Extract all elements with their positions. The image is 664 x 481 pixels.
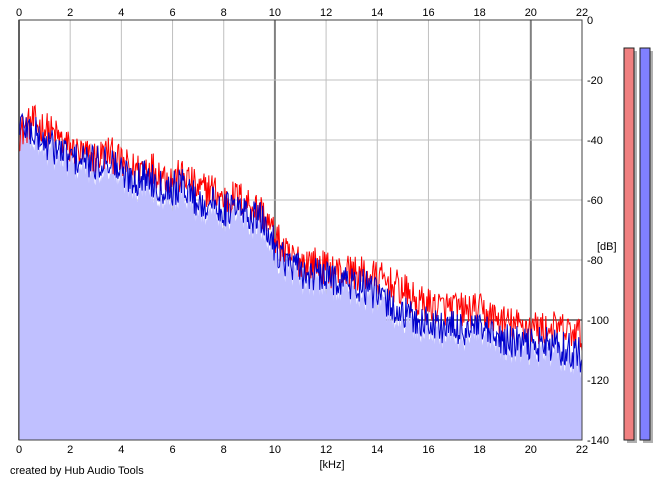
x-tick-label-top: 14 [371, 7, 383, 19]
y-tick-label: 0 [587, 15, 593, 27]
level-meter-right [639, 47, 651, 441]
x-tick-label-bottom: 10 [269, 444, 281, 456]
x-tick-label-bottom: 22 [576, 444, 588, 456]
y-tick-label: -40 [587, 135, 603, 147]
x-tick-label-bottom: 18 [474, 444, 486, 456]
y-tick-label: -80 [587, 255, 603, 267]
credit-text: created by Hub Audio Tools [10, 465, 144, 477]
y-tick-label: -60 [587, 195, 603, 207]
x-tick-label-top: 0 [16, 7, 22, 19]
x-tick-label-top: 2 [67, 7, 73, 19]
y-tick-label: -120 [587, 375, 609, 387]
x-tick-label-bottom: 20 [525, 444, 537, 456]
x-tick-label-top: 4 [118, 7, 124, 19]
y-tick-label: -20 [587, 75, 603, 87]
x-axis-label: [kHz] [319, 459, 344, 471]
plot-frame [18, 19, 583, 441]
x-tick-label-bottom: 16 [422, 444, 434, 456]
x-tick-label-top: 20 [525, 7, 537, 19]
x-tick-label-bottom: 12 [320, 444, 332, 456]
y-tick-label: -140 [587, 435, 609, 447]
x-tick-label-top: 18 [474, 7, 486, 19]
y-axis-label: [dB] [597, 241, 617, 253]
series-line-red [18, 104, 583, 351]
x-tick-label-top: 8 [221, 7, 227, 19]
spectrum-fill-area [19, 120, 582, 440]
x-tick-label-top: 16 [422, 7, 434, 19]
x-tick-label-top: 10 [269, 7, 281, 19]
x-tick-label-bottom: 4 [118, 444, 124, 456]
x-tick-label-top: 12 [320, 7, 332, 19]
x-tick-label-bottom: 2 [67, 444, 73, 456]
x-tick-label-top: 22 [576, 7, 588, 19]
x-tick-label-bottom: 14 [371, 444, 383, 456]
x-tick-label-top: 6 [169, 7, 175, 19]
x-tick-label-bottom: 8 [221, 444, 227, 456]
x-tick-label-bottom: 0 [16, 444, 22, 456]
y-tick-label: -100 [587, 315, 609, 327]
x-tick-label-bottom: 6 [169, 444, 175, 456]
tick-labels: 002244668810101212141416161818202022220-… [16, 7, 609, 456]
series-line-blue [18, 112, 583, 373]
level-meters [623, 47, 653, 443]
level-meter-left [623, 47, 635, 441]
